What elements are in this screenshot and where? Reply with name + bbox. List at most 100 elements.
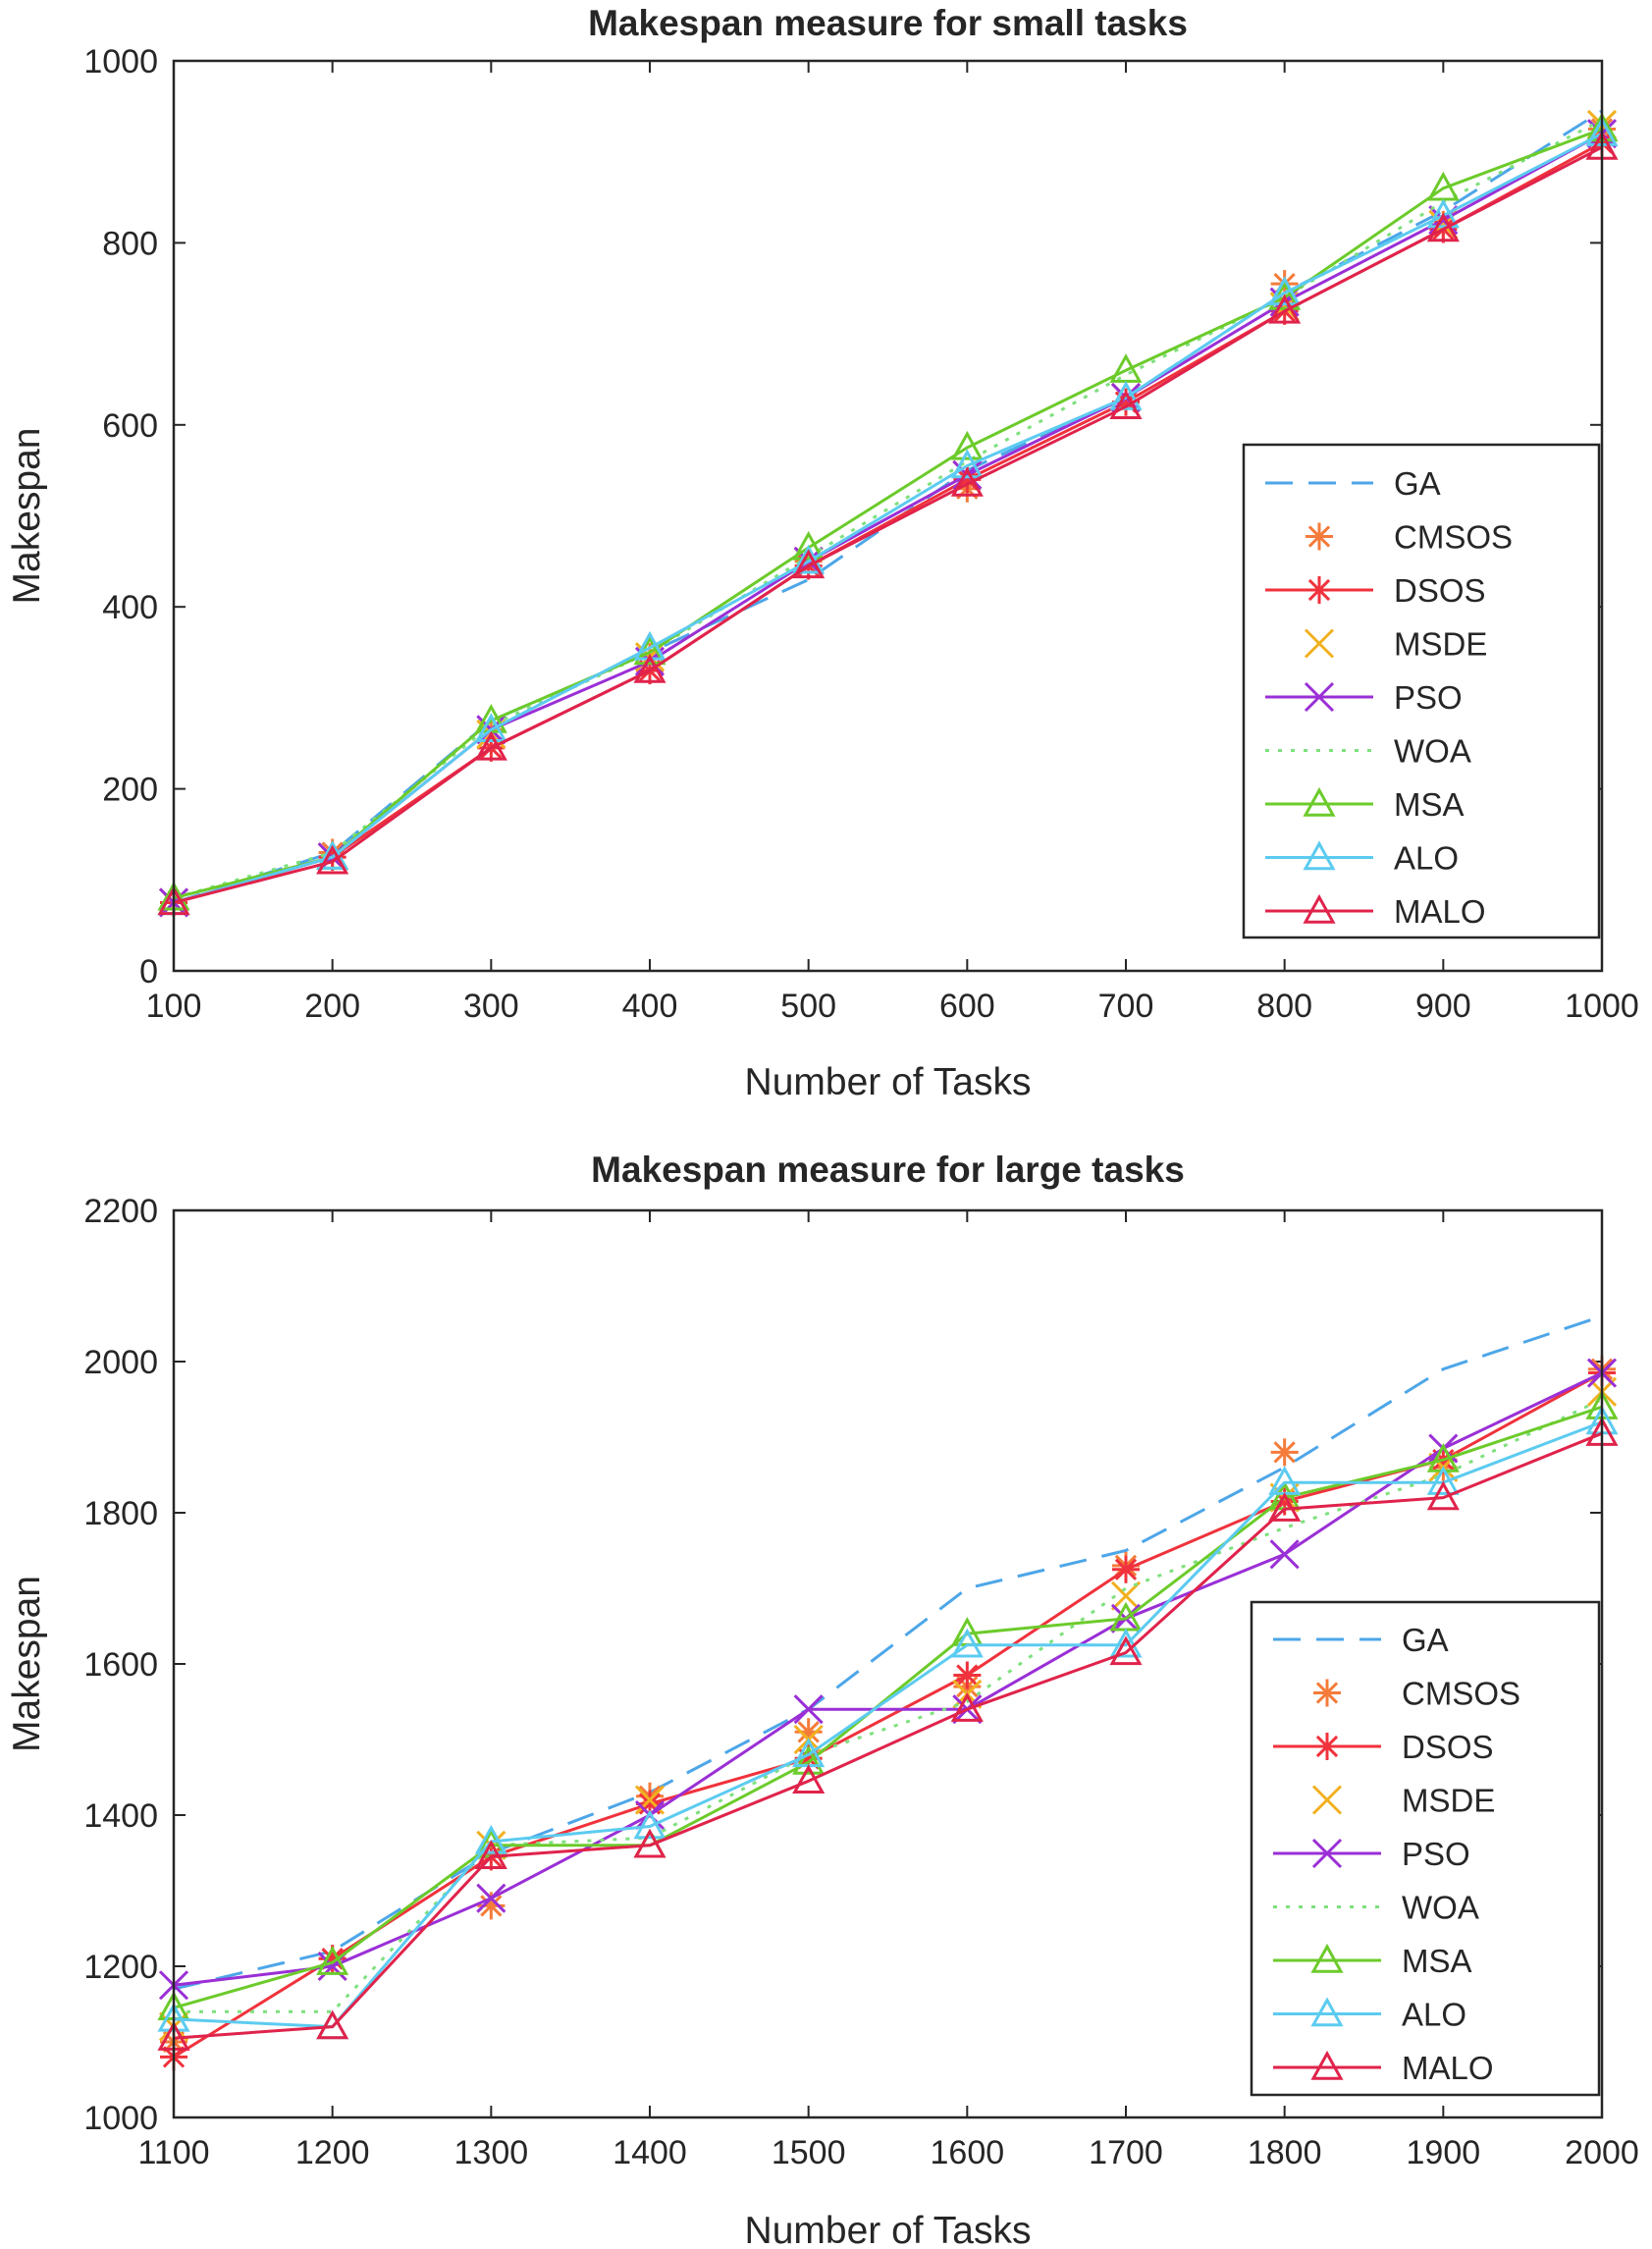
legend-label: CMSOS — [1394, 519, 1513, 556]
x-tick-label: 200 — [304, 988, 360, 1025]
y-tick-label: 200 — [102, 772, 158, 809]
series-line-ga — [173, 1314, 1603, 1991]
legend: GA CMSOS DSOS MSDE PSO WOA MSA ALO MALO — [1242, 443, 1601, 939]
legend-label: MSDE — [1402, 1783, 1495, 1819]
x-tick-label: 800 — [1256, 988, 1312, 1025]
data-point-msa — [792, 1745, 826, 1775]
legend-label: PSO — [1402, 1836, 1470, 1872]
data-point-dsos — [1112, 1555, 1140, 1583]
legend-swatch-marker — [1310, 2050, 1344, 2080]
y-tick-label: 1200 — [83, 1949, 158, 1986]
data-point-malo — [950, 1692, 984, 1722]
legend-swatch-marker — [1313, 1679, 1341, 1707]
y-tick-label: 1800 — [83, 1495, 158, 1532]
x-tick-label: 1400 — [613, 2134, 687, 2171]
legend-swatch-marker — [1311, 1838, 1343, 1869]
legend-label: ALO — [1394, 840, 1459, 877]
x-tick-label: 900 — [1415, 988, 1471, 1025]
legend-item: PSO — [1273, 1836, 1470, 1872]
data-point-msa — [792, 530, 826, 561]
legend-label: MALO — [1402, 2050, 1494, 2086]
legend-item: MALO — [1265, 893, 1486, 930]
data-point-malo — [316, 2009, 349, 2040]
x-tick-label: 2000 — [1565, 2134, 1639, 2171]
y-tick-label: 600 — [102, 407, 158, 445]
data-point-pso — [1269, 1539, 1300, 1570]
data-point-dsos — [318, 1945, 346, 1973]
data-point-malo — [633, 1828, 666, 1858]
legend-label: WOA — [1394, 733, 1471, 770]
legend-swatch-marker — [1306, 576, 1333, 604]
legend-swatch-marker — [1304, 681, 1335, 713]
data-point-malo — [1109, 1635, 1143, 1666]
x-tick-label: 1600 — [931, 2134, 1005, 2171]
data-point-alo — [1268, 276, 1302, 306]
series-line-msa — [173, 1405, 1603, 2009]
data-point-malo — [792, 1764, 826, 1794]
data-point-malo — [792, 549, 826, 579]
legend-label: MALO — [1394, 893, 1486, 930]
x-tick-label: 1200 — [295, 2134, 370, 2171]
data-point-cmsos — [794, 1718, 823, 1746]
data-point-alo — [633, 1809, 666, 1840]
y-tick-label: 1000 — [83, 43, 158, 80]
legend-swatch-marker — [1310, 1943, 1344, 1973]
legend-label: CMSOS — [1402, 1676, 1520, 1712]
x-tick-label: 1900 — [1407, 2134, 1481, 2171]
y-axis-label: Makespan — [6, 428, 48, 605]
legend-item: DSOS — [1273, 1729, 1494, 1765]
x-tick-label: 500 — [780, 988, 836, 1025]
data-point-dsos — [1270, 1487, 1299, 1516]
y-tick-label: 2000 — [83, 1344, 158, 1381]
data-point-malo — [474, 730, 507, 761]
series-ga — [173, 109, 1603, 904]
data-point-malo — [1268, 1492, 1302, 1522]
data-point-alo — [1426, 1466, 1460, 1495]
x-tick-label: 1500 — [772, 2134, 846, 2171]
legend-label: GA — [1394, 465, 1441, 502]
x-tick-label: 1000 — [1565, 988, 1639, 1025]
data-point-alo — [950, 1628, 984, 1658]
data-point-malo — [950, 466, 984, 497]
data-point-alo — [474, 713, 507, 743]
legend-label: MSA — [1394, 786, 1465, 823]
data-point-dsos — [636, 1790, 664, 1818]
legend-label: PSO — [1394, 679, 1463, 716]
y-tick-label: 1000 — [83, 2100, 158, 2137]
legend-item: WOA — [1265, 733, 1471, 770]
legend-item: MSA — [1273, 1943, 1472, 1979]
legend-item: WOA — [1273, 1890, 1479, 1926]
data-point-malo — [1426, 212, 1460, 242]
data-point-dsos — [1112, 388, 1140, 416]
data-point-malo — [1268, 294, 1302, 324]
y-tick-label: 0 — [139, 953, 158, 991]
y-tick-label: 800 — [102, 225, 158, 262]
chart-1: Makespan measure for small tasks 100 200 30… — [6, 3, 1639, 1103]
x-tick-label: 1100 — [137, 2134, 209, 2171]
legend-label: ALO — [1402, 1997, 1466, 2033]
axes-box — [172, 59, 1604, 973]
x-axis-label: Number of Tasks — [745, 1061, 1032, 1103]
legend-label: DSOS — [1402, 1729, 1494, 1765]
data-point-msa — [950, 430, 984, 460]
x-tick-label: 100 — [146, 988, 202, 1025]
legend-item: GA — [1273, 1622, 1449, 1658]
series-malo — [157, 1417, 1619, 2051]
y-axis-label: Makespan — [6, 1576, 48, 1752]
series-woa — [174, 1398, 1603, 2013]
series-line-alo — [173, 132, 1603, 904]
y-tick-label: 2200 — [83, 1193, 158, 1230]
data-point-msde — [1110, 1580, 1142, 1611]
data-point-dsos — [953, 465, 982, 494]
legend-item: MSDE — [1304, 626, 1487, 663]
legend-item: MSDE — [1311, 1783, 1495, 1819]
data-point-malo — [474, 1840, 507, 1870]
legend-item: MSA — [1265, 786, 1465, 823]
series-malo — [157, 130, 1619, 916]
legend-swatch-marker — [1303, 786, 1336, 817]
x-tick-label: 1700 — [1089, 2134, 1163, 2171]
legend-item: PSO — [1265, 679, 1463, 716]
data-point-malo — [633, 654, 666, 683]
series-line-dsos — [173, 1371, 1603, 2059]
